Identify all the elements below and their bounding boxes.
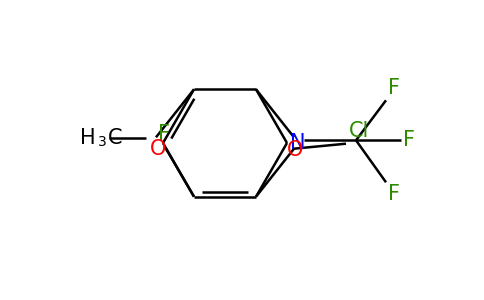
- Text: N: N: [290, 133, 305, 153]
- Text: C: C: [108, 128, 122, 148]
- Text: F: F: [388, 184, 400, 204]
- Text: F: F: [388, 78, 400, 98]
- Text: 3: 3: [98, 135, 107, 149]
- Text: F: F: [158, 124, 170, 144]
- Text: F: F: [403, 130, 415, 150]
- Text: O: O: [287, 140, 303, 160]
- Text: O: O: [150, 139, 166, 159]
- Text: H: H: [80, 128, 96, 148]
- Text: Cl: Cl: [349, 121, 369, 141]
